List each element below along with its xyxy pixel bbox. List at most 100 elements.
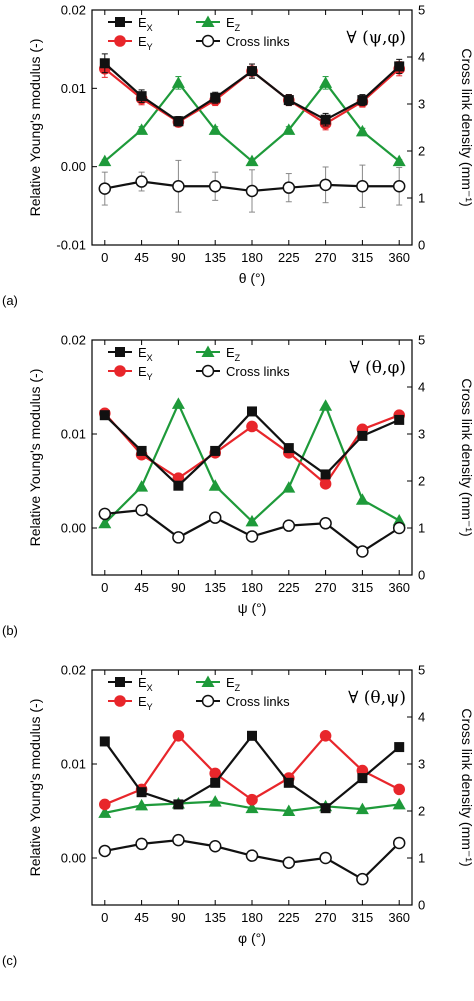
y2-tick-label: 4 [418,710,425,725]
series-ex [99,730,405,814]
data-point [98,806,112,818]
data-point [245,530,259,543]
y-tick-label: 0.02 [61,663,86,678]
legend-label-sub: X [147,353,153,363]
quantifier-annotation: ∀ (ψ,φ) [346,28,406,48]
series-cross-links [98,159,406,213]
data-point [282,804,296,816]
data-point [210,777,221,788]
legend-marker [201,15,215,27]
y2-tick-label: 0 [418,568,425,583]
data-point [392,836,406,850]
legend-marker [201,364,215,378]
legend-label: EX [138,675,153,693]
legend-label: EZ [226,345,241,363]
legend-label: Cross links [226,34,290,49]
data-point [99,410,110,421]
data-point [356,180,369,193]
y2-tick-label: 3 [418,97,425,112]
legend-marker [201,694,215,708]
legend-marker [114,35,126,47]
data-point [394,414,405,425]
data-point [392,180,406,193]
legend-item: EZ [196,15,241,33]
data-point [98,182,112,195]
series-ez [98,397,406,529]
legend-label: EY [138,34,153,52]
x-tick-label: 45 [134,580,148,595]
y-axis-label: Relative Young's modulus (-) [27,369,43,547]
data-point [357,430,368,441]
data-point [210,92,221,103]
x-tick-label: 225 [278,580,300,595]
data-point [392,513,406,526]
y-tick-label: 0.00 [61,521,86,536]
x-tick-label: 315 [352,250,374,265]
legend-label: Cross links [226,694,290,709]
data-point [320,803,331,814]
series-cross-links [98,503,406,558]
data-point [208,511,222,524]
data-point [99,58,110,69]
legend-marker [115,677,125,687]
x-tick-label: 90 [171,250,185,265]
data-point [172,531,185,544]
legend-item: Cross links [196,34,290,49]
legend-label-sub: Z [235,353,241,363]
legend-label-main: E [138,675,147,690]
legend-label-sub: Y [147,42,153,52]
data-point [172,833,185,847]
data-point [355,493,369,505]
legend-label: EY [138,694,153,712]
data-point [319,178,332,192]
data-point [98,154,112,167]
data-point [136,787,147,798]
data-point [136,445,147,456]
data-point [282,181,296,194]
legend-label-sub: Y [147,372,153,382]
data-point [245,514,259,527]
data-point [173,799,184,810]
legend-label: EX [138,15,153,33]
data-point [320,114,331,125]
data-point [283,95,294,106]
legend: EX EZ EY Cross links [108,15,290,52]
legend-label-main: E [226,345,235,360]
data-point [245,154,259,167]
y2-tick-label: 1 [418,851,425,866]
legend-item: EX [108,345,153,363]
x-tick-label: 135 [204,580,226,595]
y2-tick-label: 1 [418,521,425,536]
data-point [392,154,406,167]
data-point [172,730,185,742]
data-point [392,521,406,535]
x-axis-label: θ (°) [239,270,266,286]
y2-tick-label: 4 [418,50,425,65]
x-tick-label: 270 [315,250,337,265]
x-tick-label: 315 [352,910,374,925]
data-point [357,95,368,106]
legend-marker [201,675,215,687]
chart-panel-1: 0 45 90 135 180 225 270 315 360-0.010.000.010.02… [2,3,474,309]
data-point [135,480,149,492]
legend-marker [114,695,126,707]
data-point [355,802,369,815]
y-tick-label: 0.01 [61,427,86,442]
x-tick-label: 225 [278,910,300,925]
legend-label-sub: Y [147,702,153,712]
data-point [246,420,258,433]
legend-label: EZ [226,15,241,33]
data-point [208,479,222,491]
y-tick-label: 0.00 [61,159,86,174]
y2-axis-label: Cross link density (mm⁻¹) [459,48,474,206]
data-point [208,840,222,853]
data-point [356,545,369,558]
data-point [319,517,332,530]
series-ez [98,795,406,818]
legend-item: EY [108,694,153,712]
data-point [282,856,296,869]
quantifier-annotation: ∀ (θ,ψ) [348,688,406,708]
data-point [394,61,405,72]
